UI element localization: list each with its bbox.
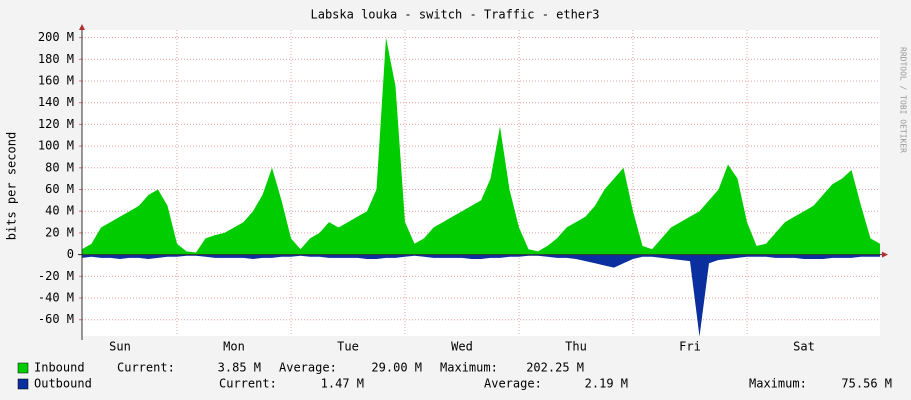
y-tick-label: 160 M (38, 74, 74, 88)
y-tick-label: 100 M (38, 139, 74, 153)
y-tick-label: -40 M (38, 291, 74, 305)
legend-stat-label: Current: (117, 361, 175, 375)
y-tick-label: -60 M (38, 312, 74, 326)
legend-stat-value: 29.00 M (371, 361, 422, 375)
x-tick-label: Sun (109, 340, 131, 354)
x-tick-label: Fri (679, 340, 701, 354)
y-tick-label: 20 M (45, 225, 74, 239)
x-tick-label: Mon (223, 340, 245, 354)
legend-stat-value: 3.85 M (218, 361, 261, 375)
x-axis-arrow (882, 251, 888, 258)
x-tick-label: Wed (451, 340, 473, 354)
y-axis-arrow (79, 24, 85, 30)
x-tick-label: Thu (565, 340, 587, 354)
legend-stat-label: Average: (279, 361, 337, 375)
legend-stat-value: 1.47 M (321, 377, 364, 391)
legend-label: Inbound (34, 361, 85, 375)
y-tick-label: 40 M (45, 204, 74, 218)
x-tick-label: Sat (793, 340, 815, 354)
x-tick-label: Tue (337, 340, 359, 354)
y-tick-label: 80 M (45, 160, 74, 174)
y-tick-label: 140 M (38, 95, 74, 109)
legend-stat-label: Average: (484, 377, 542, 391)
y-axis-label: bits per second (5, 132, 19, 240)
plot-area (82, 30, 880, 336)
legend-swatch (17, 362, 29, 374)
chart-title: Labska louka - switch - Traffic - ether3 (311, 8, 600, 22)
y-tick-label: 200 M (38, 30, 74, 44)
y-tick-label: 120 M (38, 117, 74, 131)
legend-stat-value: 202.25 M (526, 361, 584, 375)
y-tick-label: 60 M (45, 182, 74, 196)
legend-stat-value: 75.56 M (841, 377, 892, 391)
y-tick-label: -20 M (38, 269, 74, 283)
y-tick-label: 180 M (38, 52, 74, 66)
legend-swatch (17, 378, 29, 390)
y-tick-label: 0 (67, 247, 74, 261)
watermark: RRDTOOL / TOBI OETIKER (899, 47, 908, 153)
area (82, 37, 880, 255)
legend-stat-label: Current: (219, 377, 277, 391)
legend-label: Outbound (34, 377, 92, 391)
legend-stat-label: Maximum: (749, 377, 807, 391)
legend-stat-value: 2.19 M (585, 377, 628, 391)
legend-stat-label: Maximum: (440, 361, 498, 375)
